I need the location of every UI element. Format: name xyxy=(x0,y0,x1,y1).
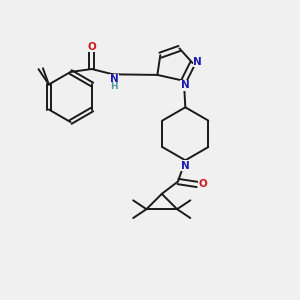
Text: N: N xyxy=(181,160,190,171)
Text: O: O xyxy=(198,179,207,190)
Text: H: H xyxy=(110,82,118,91)
Text: N: N xyxy=(181,80,189,90)
Text: N: N xyxy=(110,74,118,84)
Text: N: N xyxy=(193,57,202,67)
Text: O: O xyxy=(87,42,96,52)
